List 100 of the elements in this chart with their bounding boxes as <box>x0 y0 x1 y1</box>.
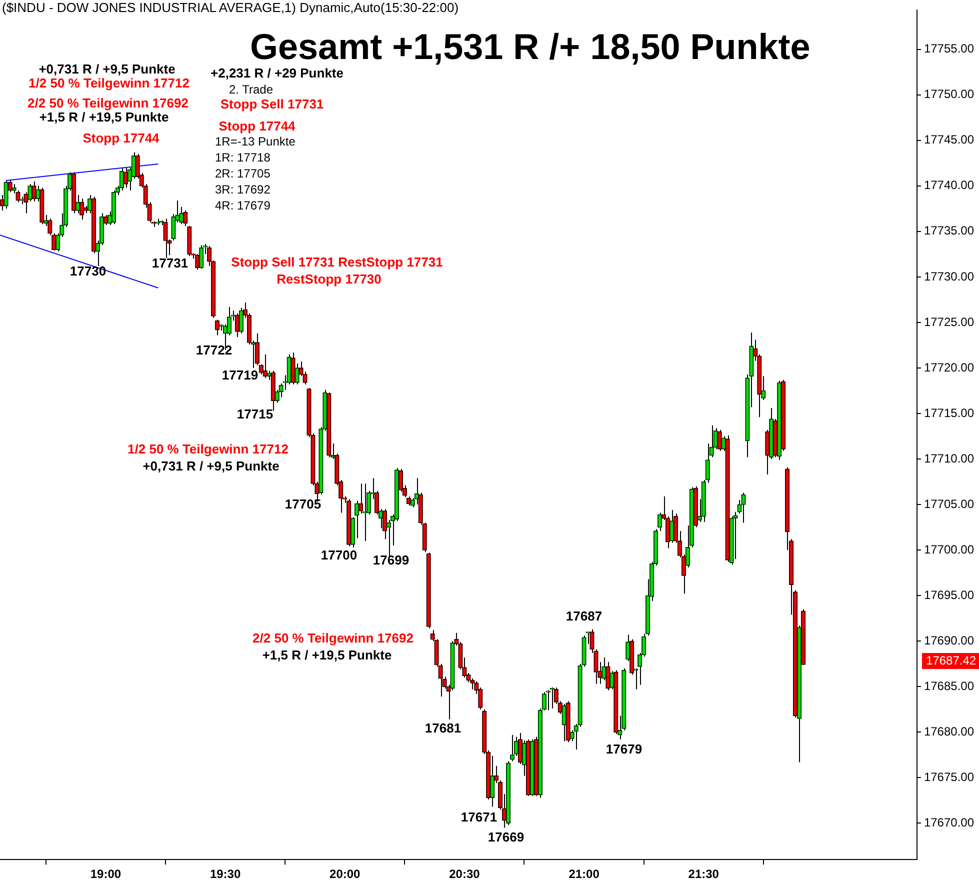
annotation: 1/2 50 % Teilgewinn 17712 <box>28 76 190 91</box>
candlestick <box>602 656 606 681</box>
y-tick-label: 17685.00 <box>924 678 974 693</box>
candlestick <box>199 244 204 270</box>
annotation: 17681 <box>424 720 462 736</box>
y-tick-label: 17670.00 <box>924 815 974 830</box>
annotation: 1/2 50 % Teilgewinn 17712 <box>128 442 288 457</box>
y-tick-label: 17730.00 <box>924 269 974 284</box>
candlestick <box>119 167 124 191</box>
y-tick-label: 17680.00 <box>924 724 974 738</box>
candlestick <box>52 232 56 252</box>
annotation: Stopp Sell 17731 RestStopp 17731 <box>231 254 443 270</box>
candlestick <box>414 478 419 506</box>
annotation: 17722 <box>196 342 232 358</box>
annotation: 3R: 17692 <box>215 182 271 196</box>
annotation: 17687 <box>566 608 602 624</box>
annotation: Stopp 17744 <box>218 118 296 134</box>
annotation: 1R=-13 Punkte <box>215 134 296 148</box>
annotation: 17699 <box>372 552 410 568</box>
x-tick-label: 21:30 <box>688 867 720 882</box>
y-tick-label: 17700.00 <box>924 542 974 556</box>
y-tick-label: 17740.00 <box>924 178 974 192</box>
annotation: Stopp Sell 17731 <box>220 96 324 112</box>
x-tick-label: 21:00 <box>568 867 600 882</box>
annotation: +1,5 R / +19,5 Punkte <box>262 648 392 663</box>
candlestick <box>657 512 662 532</box>
x-tick-label: 19:00 <box>90 867 122 882</box>
annotation: 17731 <box>152 256 188 271</box>
annotation: 17705 <box>284 496 322 512</box>
y-tick-label: 17725.00 <box>924 314 974 329</box>
y-tick-label: 17710.00 <box>924 451 974 466</box>
candlestick <box>294 362 300 385</box>
y-tick-label: 17675.00 <box>924 770 974 784</box>
candlestick <box>262 354 268 378</box>
y-tick-label: 17720.00 <box>924 360 974 374</box>
candlestick <box>103 214 108 226</box>
candlestick <box>32 180 36 202</box>
candlestick <box>234 312 240 338</box>
candlestick <box>562 703 566 742</box>
y-tick-label: 17690.00 <box>924 633 974 648</box>
candlestick <box>406 496 411 506</box>
y-tick-label: 17715.00 <box>924 406 974 420</box>
text: Gesamt +1,531 R /+ 18,50 Punkte <box>250 26 810 68</box>
y-tick-label: 17745.00 <box>924 132 974 147</box>
candlestick <box>12 184 16 194</box>
annotation: 17700 <box>320 548 358 563</box>
y-tick-label: 17755.00 <box>924 42 974 56</box>
annotation: 2/2 50 % Teilgewinn 17692 <box>252 630 414 646</box>
candlestick <box>266 370 272 380</box>
candlestick <box>8 180 12 193</box>
candlestick <box>0 194 4 211</box>
candlestick <box>183 210 188 226</box>
candlestick <box>4 180 8 210</box>
candlestick <box>741 492 746 524</box>
x-tick-label: 20:00 <box>330 867 361 882</box>
candlestick <box>606 662 610 691</box>
candlestick <box>24 192 28 214</box>
annotation: 17671 <box>460 810 498 825</box>
candlestick <box>36 185 40 202</box>
candlestick <box>195 254 200 270</box>
annotation: 2. Trade <box>228 82 274 96</box>
candlestick <box>626 634 630 662</box>
candlestick <box>48 218 52 236</box>
annotation: 17719 <box>222 368 258 383</box>
annotation: +0,731 R / +9,5 Punkte <box>38 62 176 77</box>
annotation: 17679 <box>606 742 642 757</box>
candlestick <box>717 429 722 452</box>
annotation: 17715 <box>236 406 274 422</box>
x-tick-label: 19:30 <box>210 867 241 882</box>
candlestick <box>214 319 220 336</box>
annotation: 1R: 17718 <box>215 150 271 164</box>
chart-subtitle: ($INDU - DOW JONES INDUSTRIAL AVERAGE,1) Dynamic,Auto(15:30-22:00) <box>2 0 459 15</box>
candlestick <box>510 734 515 762</box>
candlestick <box>610 670 614 690</box>
candlestick <box>274 389 280 404</box>
annotation: +2,231 R / +29 Punkte <box>210 66 344 81</box>
candlestick <box>721 436 726 452</box>
annotation: 17669 <box>488 830 524 845</box>
y-tick-label: 17705.00 <box>924 496 974 511</box>
candlestick <box>290 352 296 385</box>
y-tick-label: 17735.00 <box>924 224 974 238</box>
candlestick <box>705 443 710 484</box>
annotation: Stopp 17744 <box>82 130 160 146</box>
candlestick <box>570 730 574 742</box>
annotation: 4R: 17679 <box>215 198 271 212</box>
annotation: 2/2 50 % Teilgewinn 17692 <box>28 96 188 111</box>
candlestick <box>398 468 403 492</box>
text: 17687.42 <box>926 653 976 668</box>
candlestick <box>410 498 415 508</box>
annotation: 17730 <box>70 264 106 279</box>
candlestick <box>75 194 80 214</box>
candlestick <box>382 508 388 540</box>
annotation: +1,5 R / +19,5 Punkte <box>39 110 169 125</box>
candlestick <box>490 755 495 808</box>
candlestick <box>123 167 128 188</box>
y-tick-label: 17695.00 <box>924 588 974 602</box>
y-tick-label: 17750.00 <box>924 87 974 102</box>
candlestick <box>765 429 770 476</box>
candlestick <box>669 510 674 544</box>
annotation: 2R: 17705 <box>215 166 271 180</box>
